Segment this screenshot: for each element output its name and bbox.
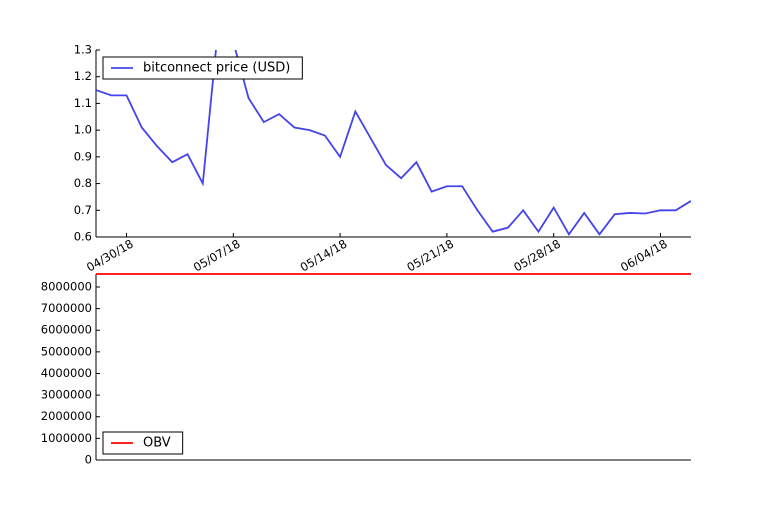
legend-label: bitconnect price (USD) [143,61,290,76]
legend-label: OBV [143,436,171,451]
x-tick-label: 05/28/18 [511,237,563,275]
y-tick-label: 7000000 [41,301,92,315]
y-tick-label: 3000000 [41,388,92,402]
y-tick-label: 5000000 [41,344,92,358]
y-tick-label: 1.0 [74,123,92,137]
legend-box [102,56,303,80]
y-tick-label: 8000000 [41,279,92,293]
y-tick-label: 0 [85,453,92,467]
y-tick-label: 1.1 [74,96,92,110]
y-tick-label: 0.9 [74,149,92,163]
y-tick-label: 0.6 [74,230,92,244]
y-tick-label: 1000000 [41,431,92,445]
y-tick-label: 1.2 [74,69,92,83]
y-tick-label: 0.8 [74,176,92,190]
y-tick-label: 4000000 [41,366,92,380]
y-tick-label: 2000000 [41,409,92,423]
x-tick-label: 05/14/18 [298,237,350,275]
y-tick-label: 1.3 [74,43,92,57]
x-tick-label: 05/21/18 [404,237,456,275]
legend-box [102,431,184,455]
legend: OBV [102,431,184,455]
x-tick-label: 06/04/18 [618,237,670,275]
legend: bitconnect price (USD) [102,56,303,80]
y-tick-label: 0.7 [74,203,92,217]
x-tick-label: 05/07/18 [191,237,243,275]
y-tick-label: 6000000 [41,323,92,337]
price-line [96,50,691,236]
